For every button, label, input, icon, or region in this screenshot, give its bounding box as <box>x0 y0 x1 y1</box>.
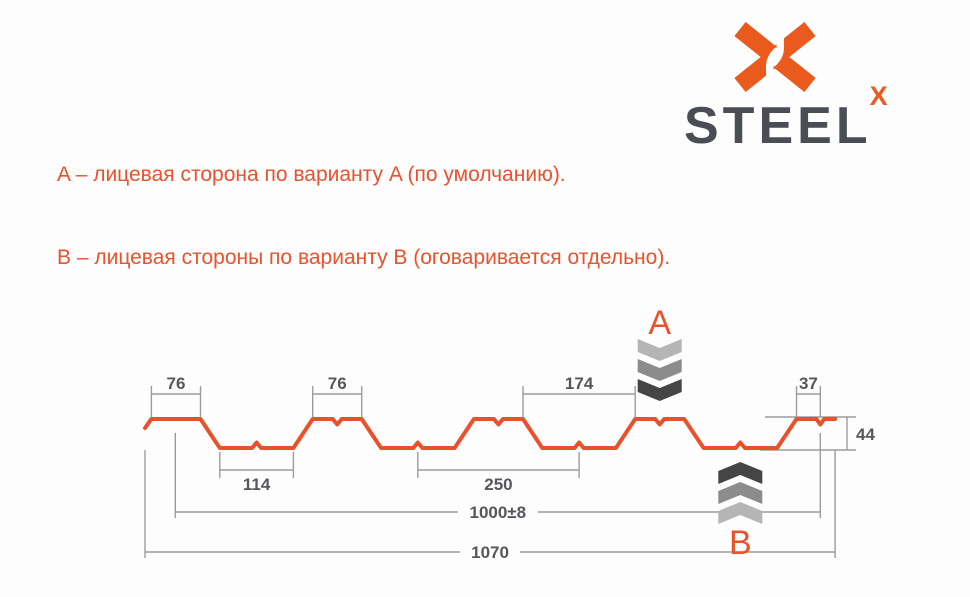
dim-top-76: 76 <box>312 374 363 417</box>
svg-text:1000±8: 1000±8 <box>469 503 526 522</box>
dim-bottom-114: 114 <box>219 452 295 494</box>
svg-text:114: 114 <box>243 475 271 494</box>
svg-text:44: 44 <box>856 425 875 444</box>
svg-text:76: 76 <box>166 374 185 393</box>
svg-text:1070: 1070 <box>471 543 509 562</box>
dim-bottom-250: 250 <box>417 452 580 494</box>
variant-b-note: B – лицевая стороны по варианту B (огова… <box>57 246 671 269</box>
wordmark-steel: STEEL <box>684 97 872 155</box>
svg-text:76: 76 <box>328 374 347 393</box>
wordmark-x: X <box>869 80 888 111</box>
variant-a-note: A – лицевая сторона по варианту A (по ум… <box>57 163 566 186</box>
profile-outline <box>143 417 838 450</box>
svg-text:A: A <box>648 304 671 342</box>
dim-top-37: 37 <box>795 374 821 417</box>
svg-text:250: 250 <box>484 475 512 494</box>
dim-top-76: 76 <box>150 374 202 417</box>
dim-width-1000±8: 1000±8 <box>174 433 821 522</box>
svg-text:174: 174 <box>565 374 594 393</box>
wordmark: STEELX <box>684 82 890 155</box>
dim-width-1070: 1070 <box>144 450 836 562</box>
svg-text:37: 37 <box>799 374 818 393</box>
marker-b: B <box>718 462 763 562</box>
svg-text:B: B <box>729 524 752 562</box>
steelx-logo: STEELX <box>0 0 970 160</box>
marker-a: A <box>637 304 682 401</box>
steelx-logo-icon <box>734 22 816 92</box>
dim-top-174: 174 <box>522 374 636 417</box>
